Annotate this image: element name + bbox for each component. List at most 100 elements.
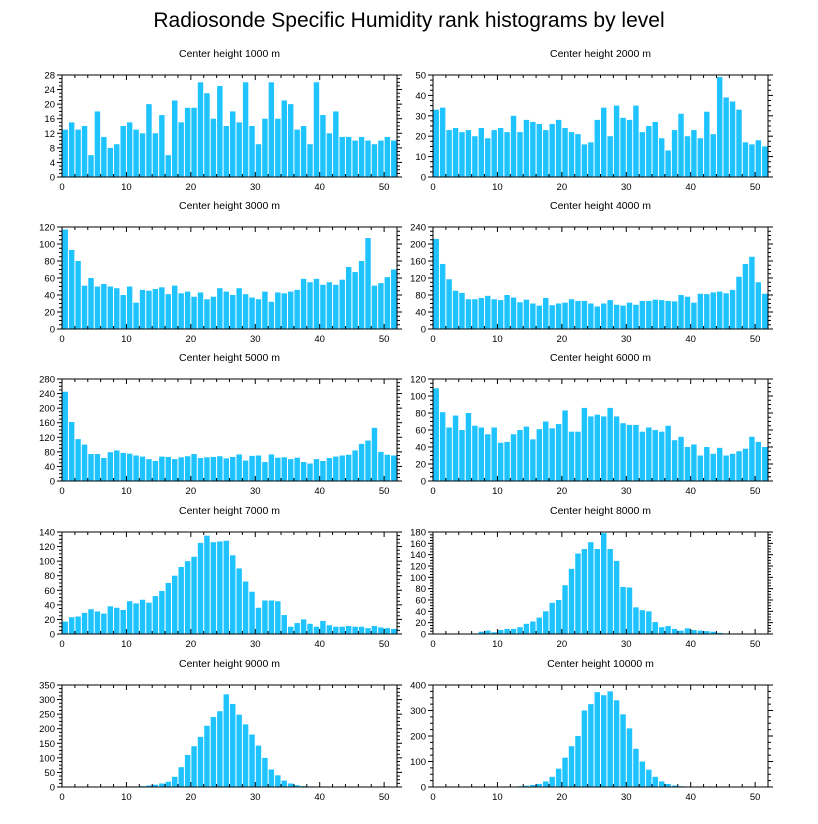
panel-2-bar	[555, 119, 562, 177]
panel-3-bar	[197, 292, 204, 329]
panel-6-bar	[613, 416, 620, 481]
panel-1-bar	[210, 118, 217, 177]
panel-8-bar	[710, 631, 716, 634]
panel-8-bar	[497, 630, 504, 634]
panel-4-bar	[446, 279, 452, 329]
panel-6-xtick-label: 10	[492, 486, 503, 497]
panel-5-bar	[81, 444, 88, 481]
panel-10-bar	[601, 695, 607, 787]
panel-4-bar	[697, 293, 704, 329]
panel-5-bar	[378, 451, 384, 481]
panel-4-bar	[755, 282, 762, 329]
panel-4-ytick-label: 160	[410, 257, 426, 268]
panel-1-bar	[159, 115, 165, 177]
panel-1-bar	[75, 129, 81, 177]
panel-7-bar	[165, 583, 172, 634]
panel-3-xtick-label: 50	[379, 334, 390, 345]
panel-3-ytick-label: 120	[39, 223, 55, 234]
panel-4-bar	[523, 299, 530, 329]
panel-7-bar	[101, 613, 107, 634]
panel-7-xtick-label: 0	[59, 639, 64, 650]
panel-2-ytick-label: 10	[415, 152, 426, 163]
panel-4-bar	[568, 299, 575, 329]
panel-4-bar	[459, 292, 465, 330]
panel-4-bar	[601, 303, 607, 329]
panel-8-bar	[491, 632, 497, 634]
panel-1-bar	[126, 122, 133, 177]
panel-10-bar	[633, 748, 639, 787]
panel-1-bar	[326, 133, 333, 177]
panel-9-bar	[242, 724, 249, 787]
panel-6-bar	[742, 448, 749, 481]
panel-9-bar	[236, 714, 242, 787]
panel-6-bar	[439, 412, 446, 481]
panel-1-ytick-label: 24	[44, 85, 55, 96]
panel-1-bar	[249, 126, 255, 177]
panel-10-ytick-label: 200	[410, 732, 426, 743]
panel-5-bar	[172, 459, 178, 481]
panel-1-bar	[139, 133, 146, 177]
panel-5-bar	[281, 457, 287, 481]
panel-7-bar	[120, 609, 126, 634]
panel-9-bar	[172, 776, 178, 787]
panel-5-bar	[255, 455, 262, 481]
panel-1-title: Center height 1000 m	[179, 48, 280, 60]
panel-3-bar	[320, 284, 326, 329]
panel-3-bar	[75, 261, 81, 329]
panel-7-bar	[294, 623, 300, 634]
panel-1-xtick-label: 30	[250, 182, 261, 193]
panel-8-bar	[523, 623, 530, 634]
panel-10-bar	[562, 757, 568, 787]
panel-3-bar	[133, 302, 139, 329]
panel-5-bar	[249, 455, 255, 481]
panel-8-bar	[536, 617, 543, 634]
panel-10-xtick-label: 40	[685, 792, 696, 803]
panel-8-ytick-label: 160	[410, 539, 426, 550]
panel-8-bar	[601, 533, 607, 634]
panel-6-xtick-label: 20	[557, 486, 568, 497]
panel-2-bar	[646, 126, 652, 177]
panel-2-bar	[497, 128, 504, 177]
panel-4-bar	[639, 300, 646, 329]
panel-3-bar	[300, 278, 307, 329]
panel-5-title: Center height 5000 m	[179, 352, 280, 364]
panel-4-bar	[749, 256, 755, 329]
panel-3-ytick-label: 100	[39, 240, 55, 251]
panel-7-bar	[242, 581, 249, 634]
panel-9-xtick-label: 20	[186, 792, 197, 803]
panel-7-xtick-label: 40	[314, 639, 325, 650]
panel-5-bar	[236, 454, 242, 481]
panel-8-bar	[588, 542, 594, 634]
panel-5-bar	[230, 456, 236, 481]
panel-2-bar	[755, 140, 762, 177]
panel-7-bar	[62, 621, 68, 634]
panel-10-ytick-label: 400	[410, 681, 426, 692]
panel-8-bar	[607, 549, 613, 634]
panel-3-bar	[268, 301, 275, 329]
panel-4-xtick-label: 40	[685, 334, 696, 345]
panel-7-bar	[107, 606, 114, 634]
panel-9-bar	[152, 784, 159, 787]
panel-10-bar	[588, 704, 594, 788]
panel-2-ytick-label: 20	[415, 132, 426, 143]
panel-4-bar	[562, 302, 568, 329]
panel-9-bar	[159, 783, 165, 787]
panel-2-bar	[439, 107, 446, 177]
panel-1-bar	[197, 82, 204, 177]
panel-6-bar	[607, 407, 613, 481]
panel-10-xtick-label: 20	[557, 792, 568, 803]
panel-3-bar	[242, 294, 249, 329]
panel-8-bar	[652, 622, 658, 634]
panel-3-bar	[172, 285, 178, 329]
panel-7-title: Center height 7000 m	[179, 505, 280, 517]
panel-4-bar	[588, 303, 594, 329]
panel-6-ytick-label: 100	[410, 392, 426, 403]
panel-1-bar	[236, 122, 242, 177]
panel-9-bar	[249, 734, 255, 787]
panel-5-xtick-label: 40	[314, 486, 325, 497]
panel-5-bar	[313, 459, 320, 481]
panel-2-bar	[710, 134, 716, 177]
panel-6-bar	[729, 453, 736, 481]
panel-2-bar	[691, 130, 697, 177]
panel-5-bar	[300, 462, 307, 481]
